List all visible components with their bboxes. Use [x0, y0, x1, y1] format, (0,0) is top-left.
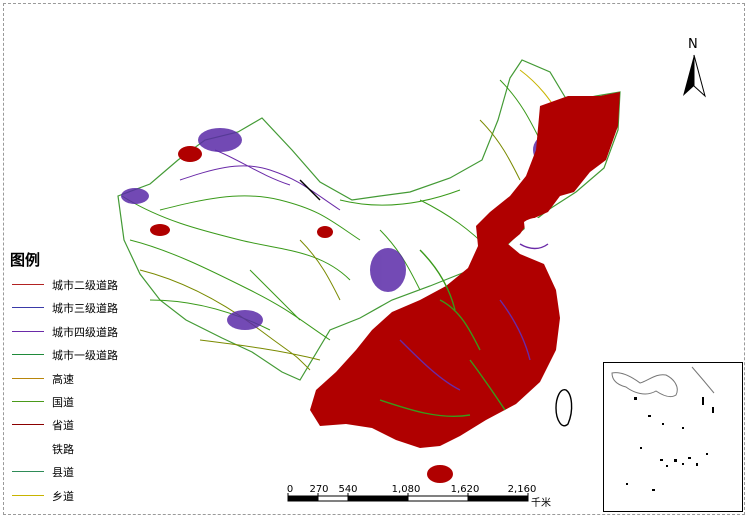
scale-tick: 540 [338, 484, 358, 495]
legend-line-swatch [12, 354, 44, 356]
railway-line [299, 179, 321, 201]
bohai-sea [524, 217, 552, 245]
western-roads [121, 69, 561, 371]
hainan-island [427, 465, 453, 483]
legend-title: 图例 [10, 251, 41, 269]
legend-item-city-road-2: 城市二级道路 [10, 276, 150, 299]
legend-label: 国道 [52, 395, 74, 409]
legend-line-swatch [12, 377, 44, 379]
legend-item-national-road: 国道 [10, 393, 150, 416]
scale-tick: 1,620 [450, 484, 480, 495]
legend-item-township-road: 乡道 [10, 487, 150, 510]
legend-label: 乡道 [52, 489, 74, 503]
legend-item-provincial-road: 省道 [10, 416, 150, 439]
taiwan-island [555, 389, 573, 427]
legend-item-railway: 铁路 [10, 440, 150, 463]
north-arrow-label: N [688, 37, 698, 52]
scale-tick: 2,160 [507, 484, 537, 495]
legend-item-city-road-3: 城市三级道路 [10, 299, 150, 322]
legend-line-swatch [12, 330, 44, 332]
land-outline-west [117, 59, 621, 381]
scale-bar [287, 493, 529, 502]
eastern-dense-roads [310, 92, 620, 448]
legend-label: 高速 [52, 372, 74, 386]
legend-line-swatch [12, 400, 44, 402]
legend-label: 城市一级道路 [52, 349, 118, 363]
legend-line-swatch [12, 284, 44, 285]
legend-item-county-road: 县道 [10, 463, 150, 486]
legend-item-highway: 高速 [10, 370, 150, 393]
legend-label: 城市四级道路 [52, 325, 118, 339]
legend-line-swatch [12, 471, 44, 473]
scale-unit: 千米 [531, 498, 551, 509]
inset-map [611, 366, 715, 491]
legend-label: 城市三级道路 [52, 302, 118, 316]
map-frame [3, 3, 745, 515]
south-china-sea-inset [603, 362, 743, 512]
legend-label: 城市二级道路 [52, 279, 118, 292]
legend-label: 县道 [52, 466, 74, 480]
eastern-speckle [379, 243, 549, 418]
inset-islands [626, 397, 714, 491]
legend-label: 铁路 [52, 442, 74, 456]
scale-tick: 0 [286, 484, 294, 495]
legend-line-swatch [12, 424, 44, 426]
legend: 图例 城市二级道路 城市三级道路 城市四级道路 城市一级道路 高速 国道 省道 … [10, 249, 150, 510]
inset-coastline [611, 372, 678, 398]
legend-item-city-road-1: 城市一级道路 [10, 346, 150, 369]
legend-line-swatch [12, 494, 44, 496]
scale-tick: 270 [309, 484, 329, 495]
country-road-network [117, 59, 621, 483]
red-west-clusters [150, 146, 333, 238]
legend-item-city-road-4: 城市四级道路 [10, 323, 150, 346]
north-arrow [683, 54, 706, 98]
scale-tick: 1,080 [391, 484, 421, 495]
inset-coast-east [691, 366, 715, 394]
legend-label: 省道 [52, 419, 74, 433]
legend-line-swatch [12, 307, 44, 309]
